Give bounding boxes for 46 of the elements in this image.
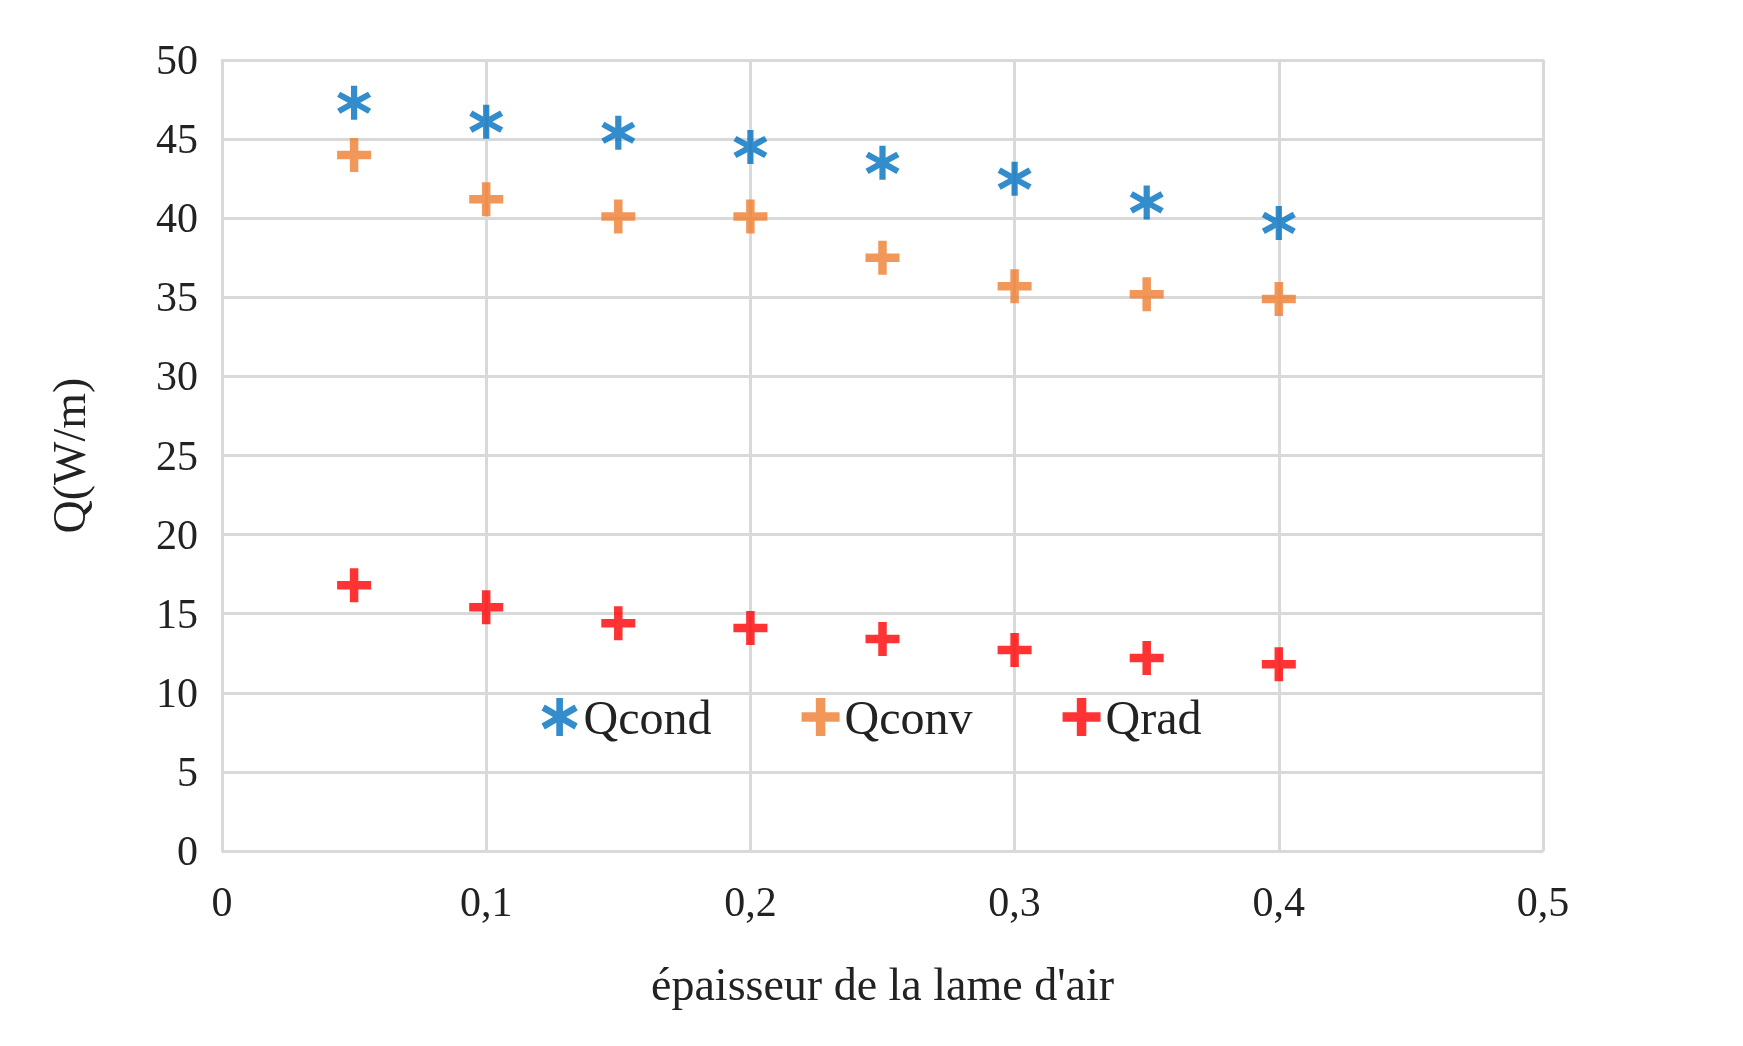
x-tick-label: 0,1 <box>459 879 513 925</box>
point <box>733 130 768 165</box>
point <box>601 606 636 641</box>
point <box>1129 641 1164 675</box>
point <box>469 590 504 625</box>
y-tick-label: 40 <box>156 195 198 242</box>
y-tick-label: 5 <box>177 748 198 795</box>
point <box>997 269 1032 304</box>
x-tick-label: 0,4 <box>1252 879 1306 925</box>
y-tick-label: 20 <box>156 511 198 558</box>
point <box>865 240 900 275</box>
point <box>733 610 768 645</box>
point <box>1261 647 1296 682</box>
x-tick-label: 0,5 <box>1516 879 1570 925</box>
y-tick-label: 50 <box>156 37 198 83</box>
y-tick-label: 35 <box>156 274 198 321</box>
point <box>733 199 768 234</box>
point <box>469 182 504 217</box>
y-tick-label: 10 <box>156 669 198 716</box>
point <box>1129 185 1164 220</box>
point <box>1261 205 1296 240</box>
y-axis-title: Q(W/m) <box>43 377 95 534</box>
point <box>601 115 636 150</box>
point <box>1129 277 1164 312</box>
y-tick-label: 25 <box>156 432 198 479</box>
y-tick-label: 30 <box>156 353 198 400</box>
x-tick-label: 0,2 <box>724 879 777 925</box>
legend-label: Qconv <box>844 690 973 744</box>
legend-label: Qrad <box>1105 690 1202 744</box>
y-tick-label: 0 <box>177 828 198 874</box>
point <box>865 622 900 657</box>
x-tick-label: 0 <box>211 879 233 925</box>
point <box>337 85 372 120</box>
y-tick-label: 45 <box>156 116 198 163</box>
point <box>997 633 1032 668</box>
point <box>997 161 1032 196</box>
point <box>337 568 372 603</box>
point <box>337 137 372 172</box>
legend-label: Qcond <box>583 690 712 744</box>
point <box>469 104 504 139</box>
point <box>601 199 636 234</box>
y-tick-label: 15 <box>156 590 198 637</box>
x-tick-label: 0,3 <box>988 879 1041 925</box>
x-axis-title: épaisseur de la lame d'air <box>651 958 1114 1010</box>
point <box>1261 281 1296 316</box>
point <box>865 145 900 180</box>
